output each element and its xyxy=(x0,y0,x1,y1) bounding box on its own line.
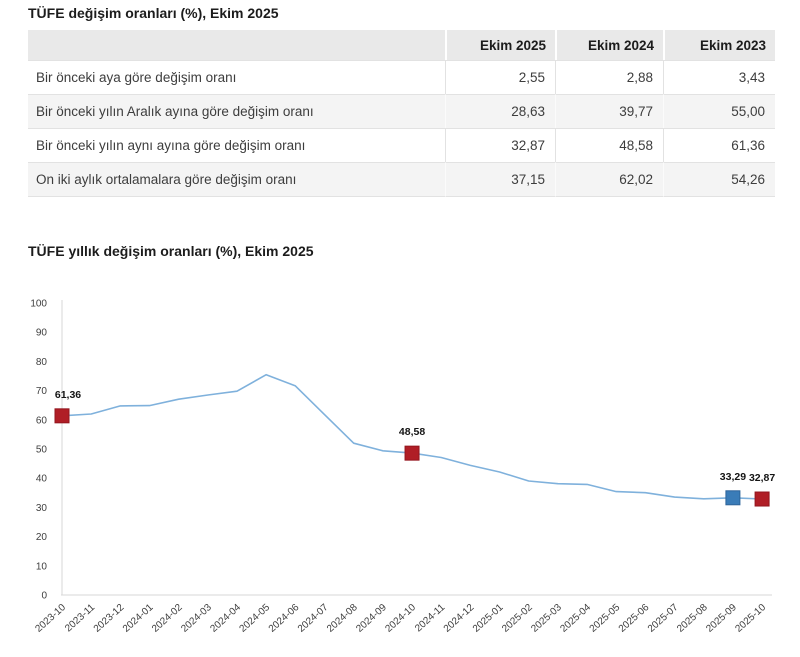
y-tick-label: 80 xyxy=(36,357,48,368)
row-value: 55,00 xyxy=(663,94,775,128)
x-tick-label: 2024-07 xyxy=(296,602,331,635)
x-tick-label: 2024-04 xyxy=(208,602,243,635)
y-tick-label: 90 xyxy=(36,328,48,339)
y-tick-label: 70 xyxy=(36,386,48,397)
x-tick-label: 2025-10 xyxy=(733,602,768,635)
x-tick-label: 2023-11 xyxy=(63,602,97,635)
y-tick-label: 10 xyxy=(36,561,48,572)
row-value: 37,15 xyxy=(445,162,555,197)
row-value: 39,77 xyxy=(555,94,663,128)
row-value: 54,26 xyxy=(663,162,775,197)
cpi-summary-table: Ekim 2025 Ekim 2024 Ekim 2023 Bir önceki… xyxy=(28,30,775,197)
empty-header-cell xyxy=(28,30,445,60)
x-tick-label: 2024-03 xyxy=(179,602,214,635)
table-row: Bir önceki yılın aynı ayına göre değişim… xyxy=(28,128,775,162)
y-tick-label: 0 xyxy=(41,591,47,602)
table-row: Bir önceki yılın Aralık ayına göre değiş… xyxy=(28,94,775,128)
x-tick-label: 2025-08 xyxy=(675,602,710,635)
x-tick-label: 2024-10 xyxy=(383,602,418,635)
x-tick-label: 2024-08 xyxy=(325,602,360,635)
y-tick-label: 40 xyxy=(36,474,48,485)
highlight-marker xyxy=(725,490,741,506)
x-tick-label: 2024-02 xyxy=(150,602,185,635)
row-value: 2,55 xyxy=(445,60,555,94)
x-tick-label: 2025-06 xyxy=(617,602,652,635)
x-tick-label: 2024-09 xyxy=(354,602,389,635)
row-label: Bir önceki yılın aynı ayına göre değişim… xyxy=(28,128,445,162)
highlight-marker xyxy=(404,445,420,461)
row-value: 28,63 xyxy=(445,94,555,128)
x-tick-label: 2024-05 xyxy=(238,602,273,635)
line-chart: 0 10 20 30 40 50 60 70 80 90 100 2023-102023-112023… xyxy=(30,299,775,635)
table-header-row: Ekim 2025 Ekim 2024 Ekim 2023 xyxy=(28,30,775,60)
x-tick-label: 2024-12 xyxy=(442,602,477,635)
x-tick-label: 2025-05 xyxy=(588,602,623,635)
row-value: 48,58 xyxy=(555,128,663,162)
x-tick-label: 2025-03 xyxy=(529,602,564,635)
row-label: Bir önceki yılın Aralık ayına göre değiş… xyxy=(28,94,445,128)
row-value: 62,02 xyxy=(555,162,663,197)
x-tick-label: 2023-10 xyxy=(33,602,68,635)
chart-title: TÜFE yıllık değişim oranları (%), Ekim 2… xyxy=(28,243,314,259)
marker-value-label: 48,58 xyxy=(399,426,425,438)
x-tick-label: 2025-02 xyxy=(500,602,535,635)
marker-value-label: 61,36 xyxy=(55,389,81,401)
x-tick-label: 2024-06 xyxy=(267,602,302,635)
x-tick-label: 2024-01 xyxy=(121,602,156,635)
table-row: On iki aylık ortalamalara göre değişim o… xyxy=(28,162,775,197)
row-label: Bir önceki aya göre değişim oranı xyxy=(28,60,445,94)
y-tick-label: 100 xyxy=(30,299,47,310)
table-title: TÜFE değişim oranları (%), Ekim 2025 xyxy=(28,5,279,21)
marker-value-label: 33,29 xyxy=(720,471,746,483)
x-tick-label: 2025-09 xyxy=(704,602,739,635)
y-tick-label: 20 xyxy=(36,532,48,543)
table-row: Bir önceki aya göre değişim oranı 2,55 2… xyxy=(28,60,775,94)
x-tick-label: 2024-11 xyxy=(413,602,447,635)
row-value: 32,87 xyxy=(445,128,555,162)
row-value: 61,36 xyxy=(663,128,775,162)
x-tick-label: 2025-07 xyxy=(646,602,681,635)
marker-value-label: 32,87 xyxy=(749,472,775,484)
y-tick-label: 50 xyxy=(36,445,48,456)
row-value: 2,88 xyxy=(555,60,663,94)
x-tick-label: 2025-01 xyxy=(471,602,506,635)
y-tick-label: 60 xyxy=(36,415,48,426)
row-label: On iki aylık ortalamalara göre değişim o… xyxy=(28,162,445,197)
highlight-marker xyxy=(754,491,770,507)
highlight-marker xyxy=(54,408,70,424)
column-header: Ekim 2025 xyxy=(445,30,555,60)
column-header: Ekim 2024 xyxy=(555,30,663,60)
x-tick-label: 2025-04 xyxy=(558,602,593,635)
row-value: 3,43 xyxy=(663,60,775,94)
x-tick-label: 2023-12 xyxy=(92,602,127,635)
y-tick-label: 30 xyxy=(36,503,48,514)
column-header: Ekim 2023 xyxy=(663,30,775,60)
